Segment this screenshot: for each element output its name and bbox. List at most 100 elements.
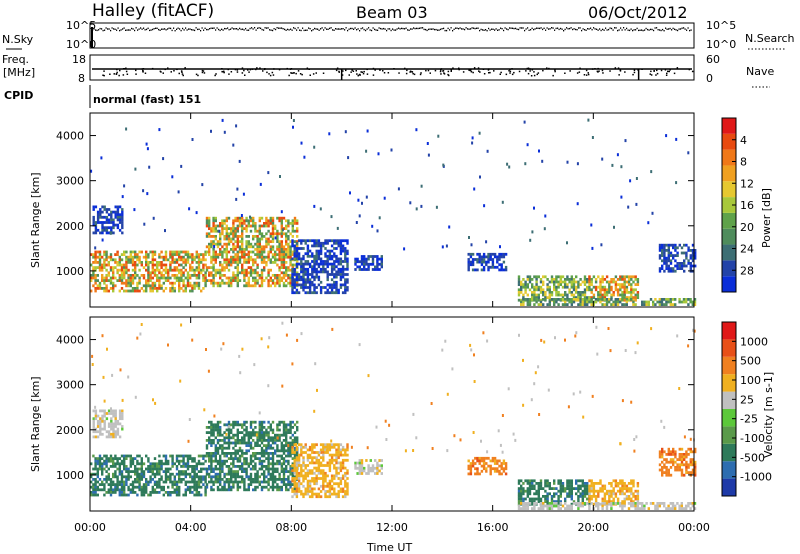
velocity-cell: [241, 465, 244, 468]
power-cell: [324, 286, 327, 289]
power-cell: [291, 219, 294, 223]
power-cell: [96, 250, 99, 254]
power-cell: [317, 278, 321, 282]
velocity-cell: [99, 430, 102, 434]
power-cell: [621, 291, 624, 294]
power-cell: [195, 284, 198, 288]
power-cell: [195, 253, 198, 256]
velocity-cell: [280, 433, 283, 437]
velocity-cell: [337, 453, 340, 457]
power-cell: [195, 266, 198, 269]
velocity-cell: [105, 454, 108, 458]
velocity-cell: [297, 458, 301, 462]
velocity-cell: [227, 423, 231, 427]
power-cell: [147, 253, 150, 256]
power-cell: [661, 246, 664, 250]
nave-point: [184, 67, 186, 69]
power-cell: [691, 256, 695, 260]
nsky-point: [269, 29, 271, 31]
nave-point: [202, 70, 205, 72]
nsky-point: [540, 27, 542, 29]
power-cell: [632, 298, 635, 302]
power-cell: [599, 300, 602, 304]
power-cell: [105, 210, 109, 214]
power-cell: [96, 284, 99, 288]
power-cell: [271, 279, 275, 282]
power-cell: [586, 296, 589, 299]
power-cell: [252, 222, 255, 225]
power-cell: [665, 259, 668, 263]
power-cell: [131, 287, 135, 290]
velocity-cell: [311, 492, 314, 496]
power-cell: [252, 216, 255, 220]
velocity-cell: [291, 448, 294, 452]
velocity-cell: [114, 425, 117, 428]
power-cell: [612, 303, 615, 306]
velocity-cell: [271, 470, 275, 473]
nave-point: [578, 71, 581, 73]
velocity-cell: [295, 487, 299, 491]
power-cell: [212, 255, 215, 259]
velocity-cell: [278, 475, 281, 479]
nave-point: [609, 70, 611, 72]
power-cell: [291, 235, 294, 238]
power-cell: [300, 141, 303, 145]
power-cell: [145, 263, 148, 267]
power-cell: [178, 289, 181, 293]
velocity-cell: [99, 425, 102, 428]
power-cell: [112, 268, 115, 272]
power-cell: [219, 224, 222, 228]
power-cell: [293, 240, 297, 243]
power-cell: [341, 247, 345, 250]
power-cell: [333, 262, 336, 266]
nave-point: [411, 71, 413, 73]
velocity-cell: [219, 488, 222, 492]
power-cell: [575, 296, 578, 299]
power-cell: [658, 254, 662, 257]
power-cell: [225, 232, 228, 236]
power-cell: [267, 281, 270, 285]
velocity-cell: [114, 488, 117, 492]
power-cell: [581, 303, 584, 306]
power-cell: [243, 250, 246, 254]
power-cell: [669, 262, 673, 265]
power-cell: [243, 279, 246, 282]
power-cell: [647, 303, 650, 306]
velocity-cell: [230, 423, 233, 427]
velocity-cell: [105, 480, 108, 484]
nsky-point: [149, 29, 151, 32]
nsky-point: [608, 28, 610, 31]
power-cell: [478, 260, 481, 264]
power-cell: [586, 285, 589, 289]
velocity-cell: [138, 483, 141, 486]
velocity-cell: [136, 478, 139, 481]
power-cell: [238, 159, 241, 163]
nsearch-tick-top: 10^5: [706, 19, 736, 32]
power-cell: [302, 280, 305, 284]
nsky-point: [278, 27, 280, 29]
power-cell: [293, 278, 296, 282]
power-cell: [162, 281, 165, 285]
power-cell: [260, 248, 264, 251]
power-cell: [238, 258, 242, 262]
nsky-point: [312, 29, 314, 31]
nave-point: [470, 71, 473, 73]
velocity-cell: [267, 454, 270, 458]
velocity-cell: [306, 453, 310, 457]
velocity-cell: [293, 443, 296, 447]
power-cell: [568, 288, 571, 292]
power-cell: [306, 244, 310, 248]
velocity-cell: [285, 467, 288, 471]
power-cell: [247, 284, 250, 288]
power-cell: [153, 287, 157, 290]
power-cell: [184, 284, 187, 288]
power-cell: [548, 291, 551, 294]
velocity-cell: [167, 470, 170, 473]
power-cell: [496, 265, 499, 269]
nave-point: [288, 74, 290, 77]
power-cell: [219, 232, 222, 236]
velocity-cell: [243, 457, 246, 460]
power-cell: [167, 271, 170, 275]
velocity-cell: [94, 488, 97, 492]
power-cell: [623, 298, 626, 302]
